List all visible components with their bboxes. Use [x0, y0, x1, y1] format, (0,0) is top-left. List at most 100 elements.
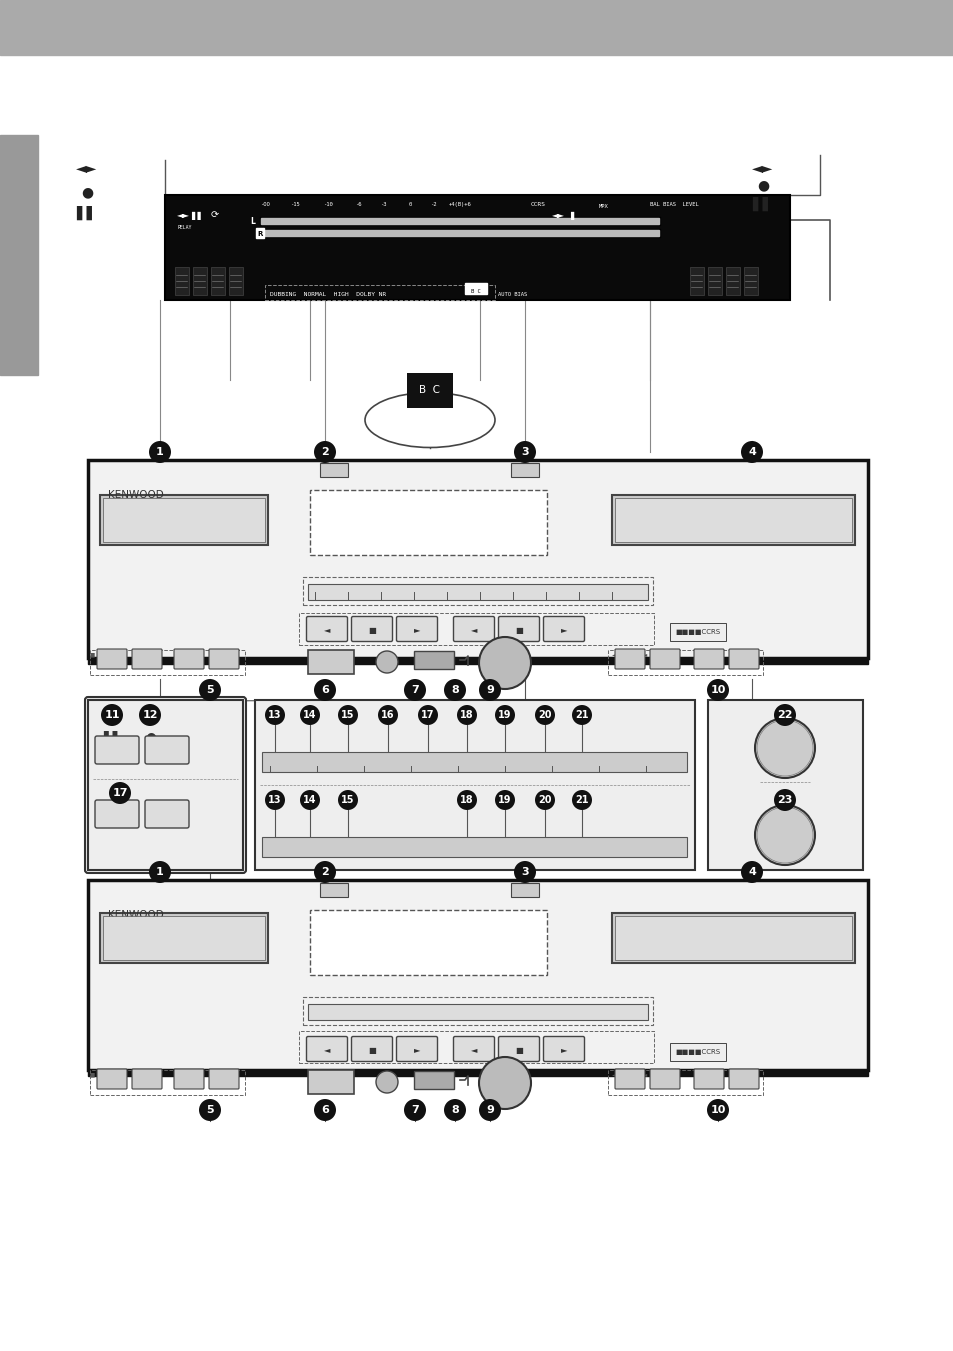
FancyBboxPatch shape — [209, 648, 239, 669]
Text: -2: -2 — [429, 203, 436, 207]
Bar — [262, 838, 686, 857]
Text: 20: 20 — [537, 711, 551, 720]
Bar — [0, 135, 38, 376]
FancyBboxPatch shape — [649, 648, 679, 669]
Text: ■: ■ — [368, 1046, 375, 1055]
Text: 11: 11 — [104, 711, 120, 720]
FancyBboxPatch shape — [310, 911, 546, 975]
Text: ◄: ◄ — [470, 1046, 476, 1055]
Ellipse shape — [365, 393, 495, 447]
Circle shape — [514, 861, 536, 884]
Bar — [103, 499, 265, 542]
Bar — [100, 913, 268, 963]
Circle shape — [377, 705, 397, 725]
Bar — [260, 230, 659, 236]
Circle shape — [572, 790, 592, 811]
Text: ⟳: ⟳ — [211, 209, 219, 220]
Text: ■: ■ — [368, 626, 375, 635]
Circle shape — [478, 1098, 500, 1121]
FancyBboxPatch shape — [173, 1069, 204, 1089]
Text: 12: 12 — [142, 711, 157, 720]
Circle shape — [265, 790, 285, 811]
FancyBboxPatch shape — [396, 1036, 437, 1062]
Circle shape — [535, 705, 555, 725]
Text: ■  ◄  ◄◄  ►►: ■ ◄ ◄◄ ►► — [90, 1071, 127, 1077]
Circle shape — [337, 705, 357, 725]
Circle shape — [478, 1056, 531, 1109]
Circle shape — [514, 440, 536, 463]
Text: 2: 2 — [321, 867, 329, 877]
FancyBboxPatch shape — [453, 1036, 494, 1062]
Bar — [511, 463, 538, 477]
Text: ▌▌: ▌▌ — [752, 197, 773, 211]
Text: 14: 14 — [303, 794, 316, 805]
Text: 8: 8 — [451, 685, 458, 694]
Circle shape — [456, 790, 476, 811]
Text: 13: 13 — [268, 794, 281, 805]
FancyBboxPatch shape — [306, 616, 347, 642]
Bar — [88, 658, 867, 663]
FancyBboxPatch shape — [351, 1036, 392, 1062]
Circle shape — [535, 790, 555, 811]
Text: R: R — [257, 231, 262, 236]
Text: AUTO BIAS: AUTO BIAS — [497, 292, 527, 297]
Text: 21: 21 — [575, 794, 588, 805]
Bar — [615, 916, 851, 961]
Text: B C: B C — [471, 289, 480, 295]
Circle shape — [478, 680, 500, 701]
FancyBboxPatch shape — [254, 700, 695, 870]
FancyBboxPatch shape — [728, 1069, 759, 1089]
FancyBboxPatch shape — [229, 267, 243, 295]
Text: ●: ● — [81, 185, 93, 199]
Circle shape — [495, 790, 515, 811]
FancyBboxPatch shape — [132, 1069, 162, 1089]
Circle shape — [403, 1098, 426, 1121]
FancyBboxPatch shape — [308, 650, 354, 674]
Text: 9: 9 — [485, 685, 494, 694]
Text: KENWOOD: KENWOOD — [108, 911, 164, 920]
Text: -15: -15 — [290, 203, 299, 207]
Circle shape — [495, 705, 515, 725]
Text: ◄: ◄ — [323, 626, 330, 635]
Text: MPX: MPX — [598, 204, 608, 209]
Circle shape — [740, 861, 762, 884]
Circle shape — [314, 1098, 335, 1121]
Circle shape — [773, 789, 795, 811]
FancyBboxPatch shape — [498, 1036, 539, 1062]
FancyBboxPatch shape — [132, 648, 162, 669]
Text: 23: 23 — [777, 794, 792, 805]
Circle shape — [443, 1098, 465, 1121]
Text: ►: ► — [414, 1046, 420, 1055]
Text: 3: 3 — [520, 447, 528, 457]
FancyBboxPatch shape — [543, 1036, 584, 1062]
Text: 18: 18 — [459, 711, 474, 720]
Text: ●: ● — [146, 731, 156, 743]
FancyBboxPatch shape — [743, 267, 758, 295]
Text: L: L — [250, 218, 254, 227]
FancyBboxPatch shape — [543, 616, 584, 642]
Text: 22: 22 — [777, 711, 792, 720]
Text: ◄◄  ►► ■  ◄: ◄◄ ►► ■ ◄ — [612, 1071, 646, 1077]
Circle shape — [314, 440, 335, 463]
Text: 4: 4 — [747, 867, 755, 877]
Bar — [511, 884, 538, 897]
Text: BAL BIAS  LEVEL: BAL BIAS LEVEL — [649, 203, 698, 207]
FancyBboxPatch shape — [95, 800, 139, 828]
Circle shape — [199, 680, 221, 701]
Text: ◄►: ◄► — [551, 211, 564, 219]
Circle shape — [265, 705, 285, 725]
Circle shape — [149, 440, 171, 463]
FancyBboxPatch shape — [453, 616, 494, 642]
Text: 19: 19 — [497, 794, 511, 805]
FancyBboxPatch shape — [193, 267, 207, 295]
Text: ►: ► — [560, 626, 567, 635]
Text: ▌▌: ▌▌ — [76, 205, 97, 220]
Bar — [103, 916, 265, 961]
FancyBboxPatch shape — [209, 1069, 239, 1089]
FancyBboxPatch shape — [145, 736, 189, 765]
FancyBboxPatch shape — [693, 648, 723, 669]
FancyBboxPatch shape — [174, 267, 189, 295]
Text: ■■■■CCRS: ■■■■CCRS — [675, 1048, 720, 1055]
FancyBboxPatch shape — [693, 1069, 723, 1089]
Text: 15: 15 — [341, 794, 355, 805]
